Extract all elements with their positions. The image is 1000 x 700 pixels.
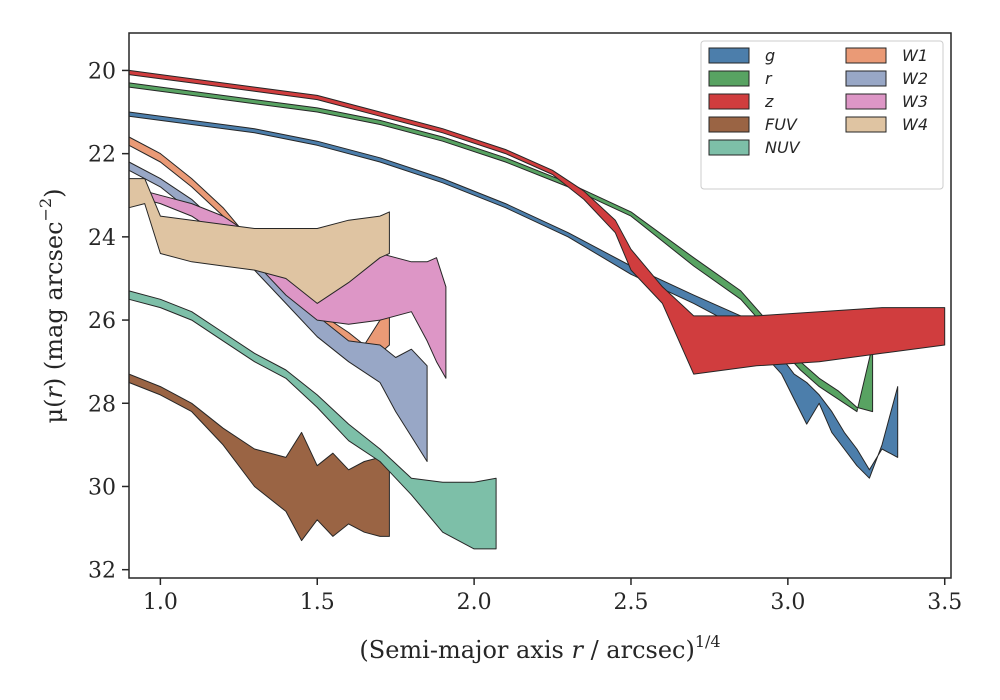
legend-label-z: z bbox=[764, 92, 774, 111]
bands-layer bbox=[128, 69, 946, 550]
y-axis-label: μ(r) (mag arcsec−2) bbox=[36, 188, 68, 423]
y-tick-label: 24 bbox=[88, 226, 116, 251]
legend-swatch-w1 bbox=[845, 47, 887, 64]
x-tick-label: 3.5 bbox=[927, 590, 962, 615]
ticks-layer: 1.0 1.5 2.0 2.5 3.0 3.5 20 22 24 26 28 30 32 bbox=[88, 59, 962, 615]
band-g bbox=[128, 111, 899, 479]
x-tick-label: 1.5 bbox=[300, 590, 335, 615]
legend-label-w3: W3 bbox=[902, 92, 928, 111]
legend-swatch-r bbox=[708, 70, 750, 87]
legend-label-nuv: NUV bbox=[765, 138, 801, 157]
plot-frame bbox=[128, 32, 952, 579]
legend-swatch-w2 bbox=[845, 70, 887, 87]
legend-swatch-z bbox=[708, 93, 750, 110]
y-tick-label: 20 bbox=[88, 59, 116, 84]
legend: grz FUV NUV W1 W2 W3 W4 bbox=[700, 40, 944, 190]
y-tick-label: 32 bbox=[88, 559, 116, 584]
legend-swatch-nuv bbox=[708, 139, 750, 156]
band-nuv bbox=[128, 290, 497, 550]
band-r bbox=[128, 82, 874, 413]
legend-label-w2: W2 bbox=[902, 69, 928, 88]
legend-label-w4: W4 bbox=[902, 115, 928, 134]
legend-swatch-w4 bbox=[845, 116, 887, 133]
y-tick-label: 22 bbox=[88, 143, 116, 168]
legend-label-fuv: FUV bbox=[765, 115, 798, 134]
band-w4 bbox=[128, 178, 390, 304]
x-axis-label: (Semi-major axis r / arcsec)1/4 bbox=[359, 632, 720, 664]
legend-swatch-fuv bbox=[708, 116, 750, 133]
band-fuv bbox=[128, 373, 390, 542]
legend-label-g: g bbox=[765, 46, 775, 65]
x-tick-label: 3.0 bbox=[770, 590, 805, 615]
y-tick-label: 30 bbox=[88, 475, 116, 500]
legend-label-r: r bbox=[765, 69, 773, 88]
band-z bbox=[128, 69, 946, 375]
y-tick-label: 28 bbox=[88, 392, 116, 417]
legend-label-w1: W1 bbox=[902, 46, 928, 65]
legend-swatch-g bbox=[708, 47, 750, 64]
x-tick-label: 1.0 bbox=[143, 590, 178, 615]
x-tick-label: 2.5 bbox=[613, 590, 648, 615]
legend-swatch-w3 bbox=[845, 93, 887, 110]
band-w3 bbox=[128, 186, 447, 379]
x-tick-label: 2.0 bbox=[457, 590, 492, 615]
y-tick-label: 26 bbox=[88, 309, 116, 334]
